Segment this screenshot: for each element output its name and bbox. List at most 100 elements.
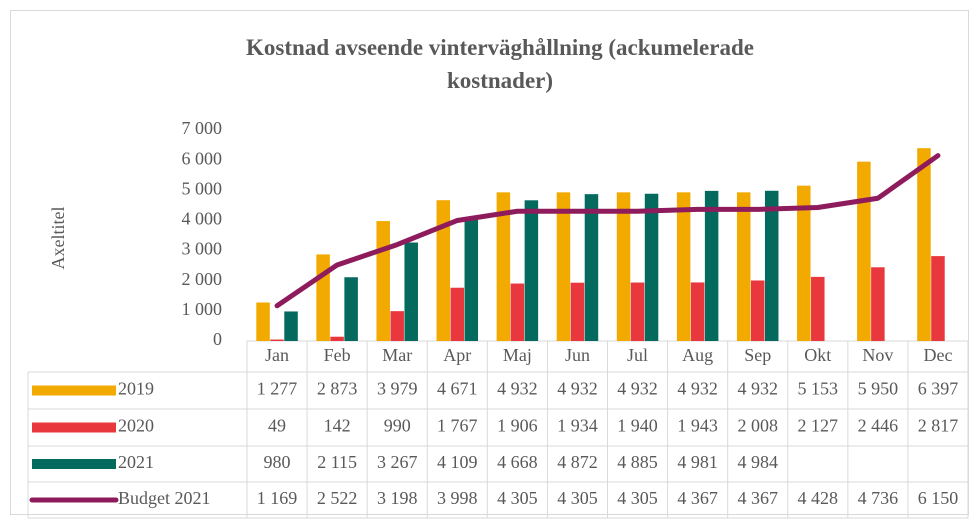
table-value: 2 127 — [798, 416, 839, 436]
table-value: 6 150 — [918, 488, 959, 508]
table-value: 4 932 — [497, 379, 538, 399]
x-tick-label: Jan — [265, 345, 289, 365]
x-tick-label: Dec — [923, 345, 952, 365]
table-value: 1 934 — [557, 416, 598, 436]
bar — [390, 311, 404, 341]
table-value: 1 906 — [497, 416, 538, 436]
bar — [584, 194, 599, 341]
table-value: 4 305 — [497, 488, 538, 508]
table-value: 3 267 — [377, 452, 418, 472]
table-value: 4 932 — [677, 379, 718, 399]
bar — [750, 280, 765, 341]
table-value: 4 981 — [677, 452, 718, 472]
bar — [644, 193, 659, 341]
bar — [676, 192, 691, 341]
y-tick-label: 0 — [213, 329, 222, 349]
x-tick-label: Feb — [324, 345, 351, 365]
bar — [316, 254, 330, 341]
bar — [450, 287, 465, 341]
table-value: 1 943 — [677, 416, 718, 436]
y-axis-title: Axeltitel — [48, 207, 68, 270]
bar — [270, 339, 284, 341]
bar — [510, 283, 525, 341]
legend-label: Budget 2021 — [118, 488, 211, 508]
table-value: 5 950 — [858, 379, 899, 399]
table-value: 4 984 — [737, 452, 778, 472]
bar — [736, 192, 751, 341]
table-value: 4 367 — [737, 488, 778, 508]
table-value: 3 979 — [377, 379, 418, 399]
table-value: 2 522 — [317, 488, 358, 508]
bar — [556, 192, 571, 341]
table-value: 4 736 — [858, 488, 899, 508]
table-value: 4 885 — [617, 452, 658, 472]
table-value: 4 932 — [617, 379, 658, 399]
bar — [630, 282, 645, 341]
y-tick-label: 7 000 — [182, 118, 223, 138]
table-value: 990 — [384, 416, 411, 436]
x-tick-label: Mar — [382, 345, 412, 365]
bar — [704, 190, 719, 341]
bar — [464, 217, 479, 341]
table-value: 6 397 — [918, 379, 959, 399]
table-value: 3 198 — [377, 488, 418, 508]
line — [274, 153, 941, 309]
bar — [811, 276, 825, 341]
bar — [871, 267, 885, 341]
x-tick-label: Sep — [744, 345, 771, 365]
table-value: 4 668 — [497, 452, 538, 472]
table-value: 2 817 — [918, 416, 959, 436]
y-tick-label: 1 000 — [182, 299, 223, 319]
table-value: 980 — [264, 452, 291, 472]
bar — [496, 192, 511, 341]
bar — [764, 190, 779, 341]
bar — [570, 282, 585, 341]
x-tick-label: Jul — [627, 345, 648, 365]
legend-key — [32, 459, 116, 469]
bar — [376, 221, 390, 341]
y-tick-label: 6 000 — [182, 148, 223, 168]
bar — [690, 282, 705, 341]
table-value: 1 169 — [257, 488, 298, 508]
table-value: 4 872 — [557, 452, 598, 472]
y-tick-label: 2 000 — [182, 269, 223, 289]
table-value: 4 428 — [798, 488, 839, 508]
chart-title: Kostnad avseende vinterväghållning (acku… — [246, 35, 754, 93]
table-value: 3 998 — [437, 488, 478, 508]
table-value: 142 — [324, 416, 351, 436]
table-value: 1 767 — [437, 416, 478, 436]
x-tick-label: Aug — [682, 345, 713, 365]
y-tick-label: 4 000 — [182, 209, 223, 229]
table-value: 4 932 — [557, 379, 598, 399]
table-value: 4 671 — [437, 379, 478, 399]
bar — [344, 277, 358, 341]
legend-label: 2020 — [118, 416, 154, 436]
table-value: 4 932 — [737, 379, 778, 399]
bar — [931, 256, 945, 341]
x-tick-label: Okt — [804, 345, 831, 365]
bar — [524, 200, 539, 341]
bar — [917, 148, 931, 341]
bar — [404, 242, 418, 341]
legend-label: 2021 — [118, 452, 154, 472]
bar — [256, 302, 270, 341]
table-value: 5 153 — [798, 379, 839, 399]
table-value: 4 367 — [677, 488, 718, 508]
table-value: 4 109 — [437, 452, 478, 472]
legend-key — [32, 385, 116, 396]
table-value: 2 008 — [737, 416, 778, 436]
x-tick-label: Jun — [565, 345, 590, 365]
x-tick-label: Nov — [862, 345, 893, 365]
bar — [330, 336, 344, 341]
table-value: 1 277 — [257, 379, 298, 399]
x-tick-label: Apr — [443, 345, 471, 365]
table-value: 4 305 — [557, 488, 598, 508]
legend-key — [32, 422, 116, 433]
bar — [284, 311, 298, 341]
table-value: 49 — [268, 416, 286, 436]
table-value: 2 873 — [317, 379, 358, 399]
table-value: 1 940 — [617, 416, 658, 436]
bar — [797, 185, 811, 341]
table-value: 4 305 — [617, 488, 658, 508]
